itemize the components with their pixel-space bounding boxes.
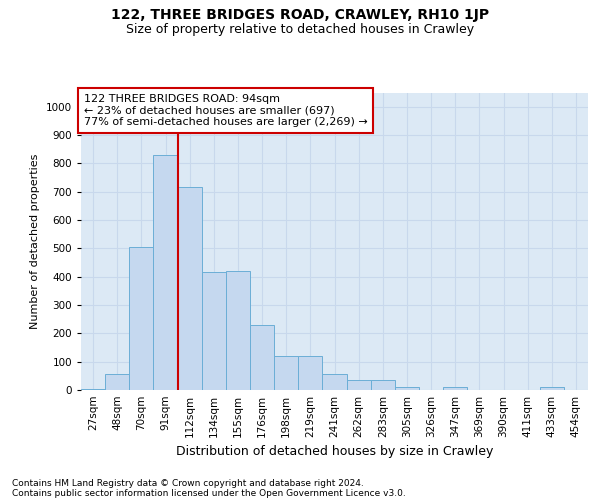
- Bar: [540, 386, 564, 390]
- X-axis label: Distribution of detached houses by size in Crawley: Distribution of detached houses by size …: [176, 446, 493, 458]
- Text: Contains public sector information licensed under the Open Government Licence v3: Contains public sector information licen…: [12, 488, 406, 498]
- Bar: [274, 356, 298, 390]
- Bar: [105, 374, 129, 390]
- Bar: [250, 325, 274, 390]
- Text: Contains HM Land Registry data © Crown copyright and database right 2024.: Contains HM Land Registry data © Crown c…: [12, 478, 364, 488]
- Bar: [178, 188, 202, 390]
- Bar: [298, 356, 322, 390]
- Bar: [226, 271, 250, 390]
- Bar: [81, 388, 105, 390]
- Text: 122 THREE BRIDGES ROAD: 94sqm
← 23% of detached houses are smaller (697)
77% of : 122 THREE BRIDGES ROAD: 94sqm ← 23% of d…: [83, 94, 367, 127]
- Bar: [443, 386, 467, 390]
- Bar: [154, 155, 178, 390]
- Bar: [371, 380, 395, 390]
- Bar: [322, 374, 347, 390]
- Bar: [202, 272, 226, 390]
- Y-axis label: Number of detached properties: Number of detached properties: [30, 154, 40, 329]
- Bar: [347, 380, 371, 390]
- Bar: [129, 247, 154, 390]
- Text: Size of property relative to detached houses in Crawley: Size of property relative to detached ho…: [126, 22, 474, 36]
- Bar: [395, 386, 419, 390]
- Text: 122, THREE BRIDGES ROAD, CRAWLEY, RH10 1JP: 122, THREE BRIDGES ROAD, CRAWLEY, RH10 1…: [111, 8, 489, 22]
